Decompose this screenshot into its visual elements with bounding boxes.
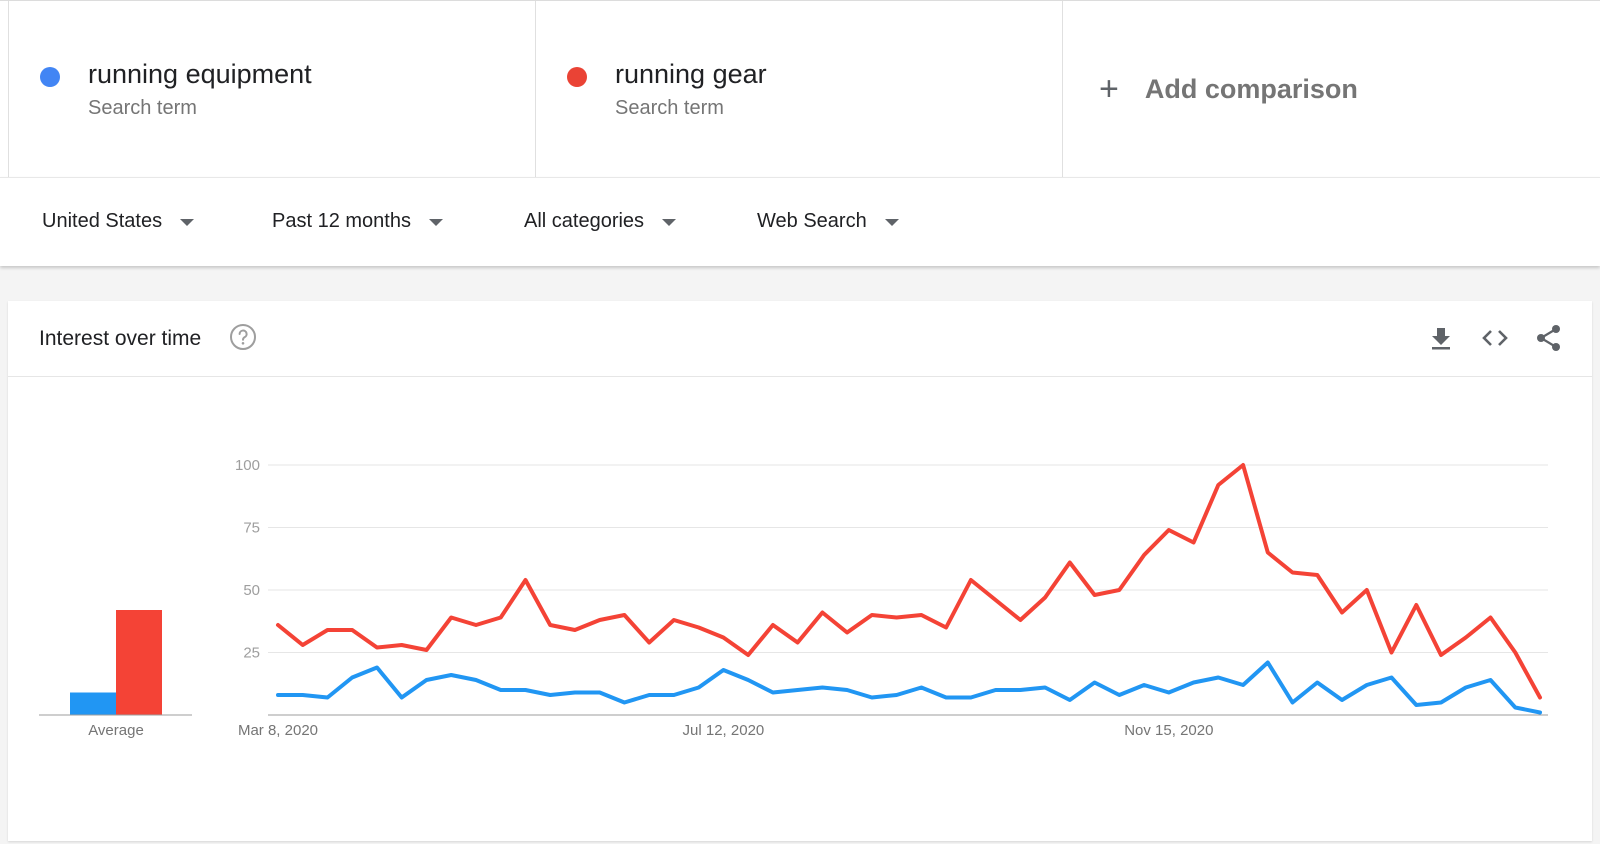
add-comparison-button[interactable]: + Add comparison <box>1062 1 1600 177</box>
term-card-running-gear[interactable]: running gear Search term <box>535 1 1062 177</box>
card-title: Interest over time <box>39 327 202 350</box>
chevron-down-icon <box>662 219 677 226</box>
series-color-dot <box>567 67 587 87</box>
search-type-dropdown[interactable]: Web Search <box>757 210 899 233</box>
chevron-down-icon <box>884 219 899 226</box>
interest-over-time-chart: 100 75 50 25 Mar 8, 2020 Jul 12, 2020 Nov 15, … <box>39 457 1548 739</box>
y-tick-label: 75 <box>243 520 260 537</box>
x-tick-label: Jul 12, 2020 <box>683 722 765 739</box>
plus-icon: + <box>1099 70 1119 108</box>
average-bar-running-equipment <box>70 692 116 715</box>
filter-bar: United States Past 12 months All categor… <box>0 177 1600 266</box>
x-tick-label: Nov 15, 2020 <box>1124 722 1213 739</box>
series-line-running-equipment <box>276 660 1542 715</box>
term-type: Search term <box>615 97 724 119</box>
interest-over-time-card: Interest over time 100 75 50 25 Mar 8, 2020 J… <box>8 301 1592 841</box>
category-dropdown-label: All categories <box>524 210 645 232</box>
chevron-down-icon <box>428 219 443 226</box>
embed-code-icon[interactable] <box>1480 323 1510 353</box>
term-type: Search term <box>88 97 197 119</box>
chevron-down-icon <box>180 219 195 226</box>
region-dropdown-label: United States <box>42 210 163 232</box>
region-dropdown[interactable]: United States <box>42 210 195 233</box>
term-card-running-equipment[interactable]: running equipment Search term <box>8 1 535 177</box>
y-tick-label: 100 <box>235 457 260 474</box>
time-range-dropdown[interactable]: Past 12 months <box>272 210 443 233</box>
y-tick-label: 50 <box>243 582 260 599</box>
term-name[interactable]: running gear <box>615 59 767 89</box>
x-tick-label: Mar 8, 2020 <box>238 722 318 739</box>
search-type-dropdown-label: Web Search <box>757 210 867 232</box>
category-dropdown[interactable]: All categories <box>524 210 677 233</box>
term-name[interactable]: running equipment <box>88 59 312 89</box>
series-color-dot <box>40 67 60 87</box>
add-comparison-label: Add comparison <box>1144 73 1358 104</box>
comparison-bar: running equipment Search term running ge… <box>0 0 1600 177</box>
card-header: Interest over time <box>8 301 1592 377</box>
series-line-running-gear <box>276 463 1542 700</box>
time-range-dropdown-label: Past 12 months <box>272 210 411 232</box>
share-icon[interactable] <box>1534 323 1564 353</box>
download-icon[interactable] <box>1426 323 1456 353</box>
help-icon[interactable] <box>229 323 257 351</box>
average-bar-running-gear <box>116 610 162 715</box>
y-tick-label: 25 <box>243 645 260 662</box>
average-label: Average <box>88 722 144 739</box>
